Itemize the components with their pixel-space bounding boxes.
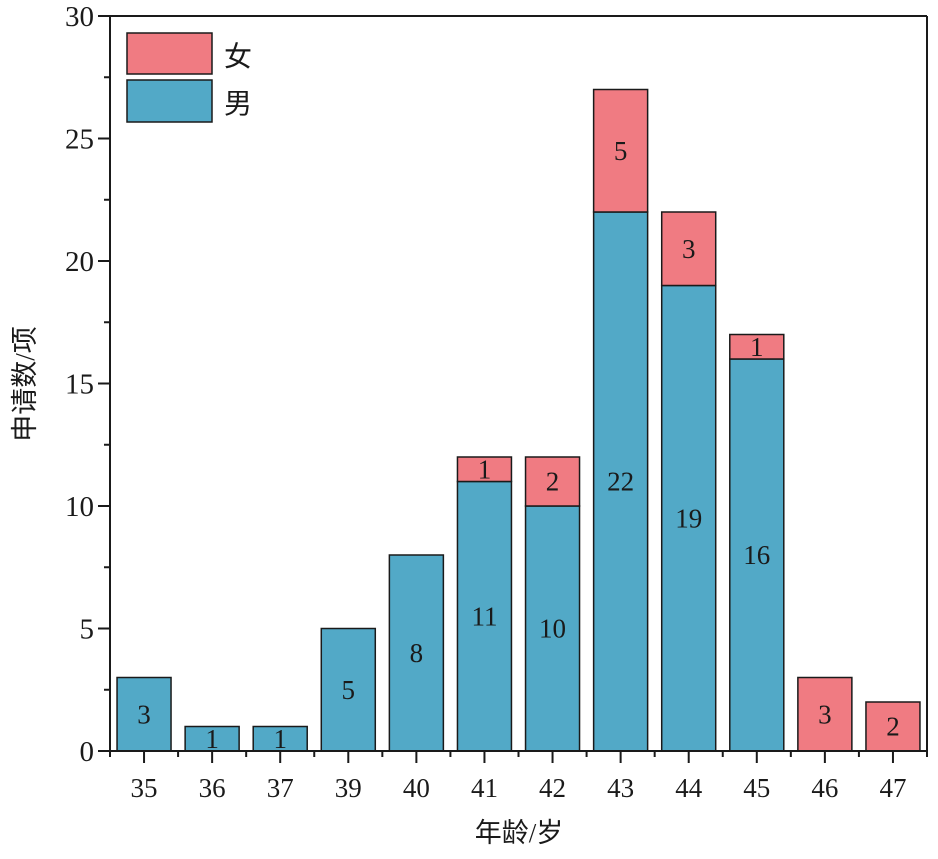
legend-swatch-male	[126, 79, 213, 123]
data-label: 1	[750, 332, 764, 362]
data-label: 19	[675, 503, 702, 533]
bar-female	[524, 456, 581, 507]
y-tick-label: 15	[65, 369, 94, 401]
bar-male	[592, 211, 649, 752]
data-label: 1	[205, 724, 219, 754]
x-tick-label: 45	[743, 773, 770, 803]
x-tick-label: 40	[403, 773, 430, 803]
bar-female	[660, 211, 717, 287]
y-axis-label: 申请数/项	[10, 326, 40, 442]
bar-male	[524, 505, 581, 752]
data-label: 16	[743, 540, 770, 570]
data-label: 1	[273, 724, 287, 754]
x-tick-label: 41	[471, 773, 498, 803]
bar-male	[116, 676, 172, 752]
y-tick-label: 10	[65, 491, 94, 523]
y-tick-label: 5	[80, 614, 95, 646]
x-tick-label: 43	[607, 773, 634, 803]
bar-female	[592, 88, 649, 213]
data-label: 5	[342, 675, 356, 705]
legend: 女 男	[126, 32, 252, 123]
data-label: 22	[607, 467, 634, 497]
x-tick-label: 37	[267, 773, 294, 803]
y-tick-label: 20	[65, 246, 94, 278]
bar-female	[456, 456, 513, 483]
x-tick-label: 47	[879, 773, 906, 803]
data-label: 3	[818, 699, 832, 729]
x-tick-label: 42	[539, 773, 566, 803]
data-label: 3	[137, 699, 151, 729]
data-label: 1	[478, 454, 492, 484]
x-axis-label: 年龄/岁	[475, 818, 564, 848]
bar-female	[729, 333, 785, 360]
x-tick-label: 44	[675, 773, 703, 803]
data-label: 2	[546, 467, 560, 497]
data-label: 11	[471, 601, 497, 631]
bar-female	[865, 701, 921, 752]
bar-female	[797, 676, 853, 752]
x-tick-label: 36	[199, 773, 226, 803]
data-label: 10	[539, 614, 566, 644]
y-tick-label: 25	[65, 124, 94, 156]
x-tick-label: 39	[335, 773, 362, 803]
bar-male	[320, 627, 377, 752]
y-tick-label: 30	[65, 1, 94, 33]
legend-label-male: 男	[224, 89, 252, 120]
y-tick-label: 0	[80, 736, 95, 768]
bar-male	[660, 284, 717, 752]
x-tick-label: 35	[131, 773, 158, 803]
data-label: 8	[410, 638, 424, 668]
data-label: 5	[614, 136, 628, 166]
x-tick-label: 46	[811, 773, 838, 803]
data-label: 2	[886, 712, 900, 742]
legend-swatch-female	[126, 32, 213, 75]
legend-label-female: 女	[224, 41, 252, 73]
bar-male	[456, 480, 513, 752]
data-label: 3	[682, 234, 696, 264]
